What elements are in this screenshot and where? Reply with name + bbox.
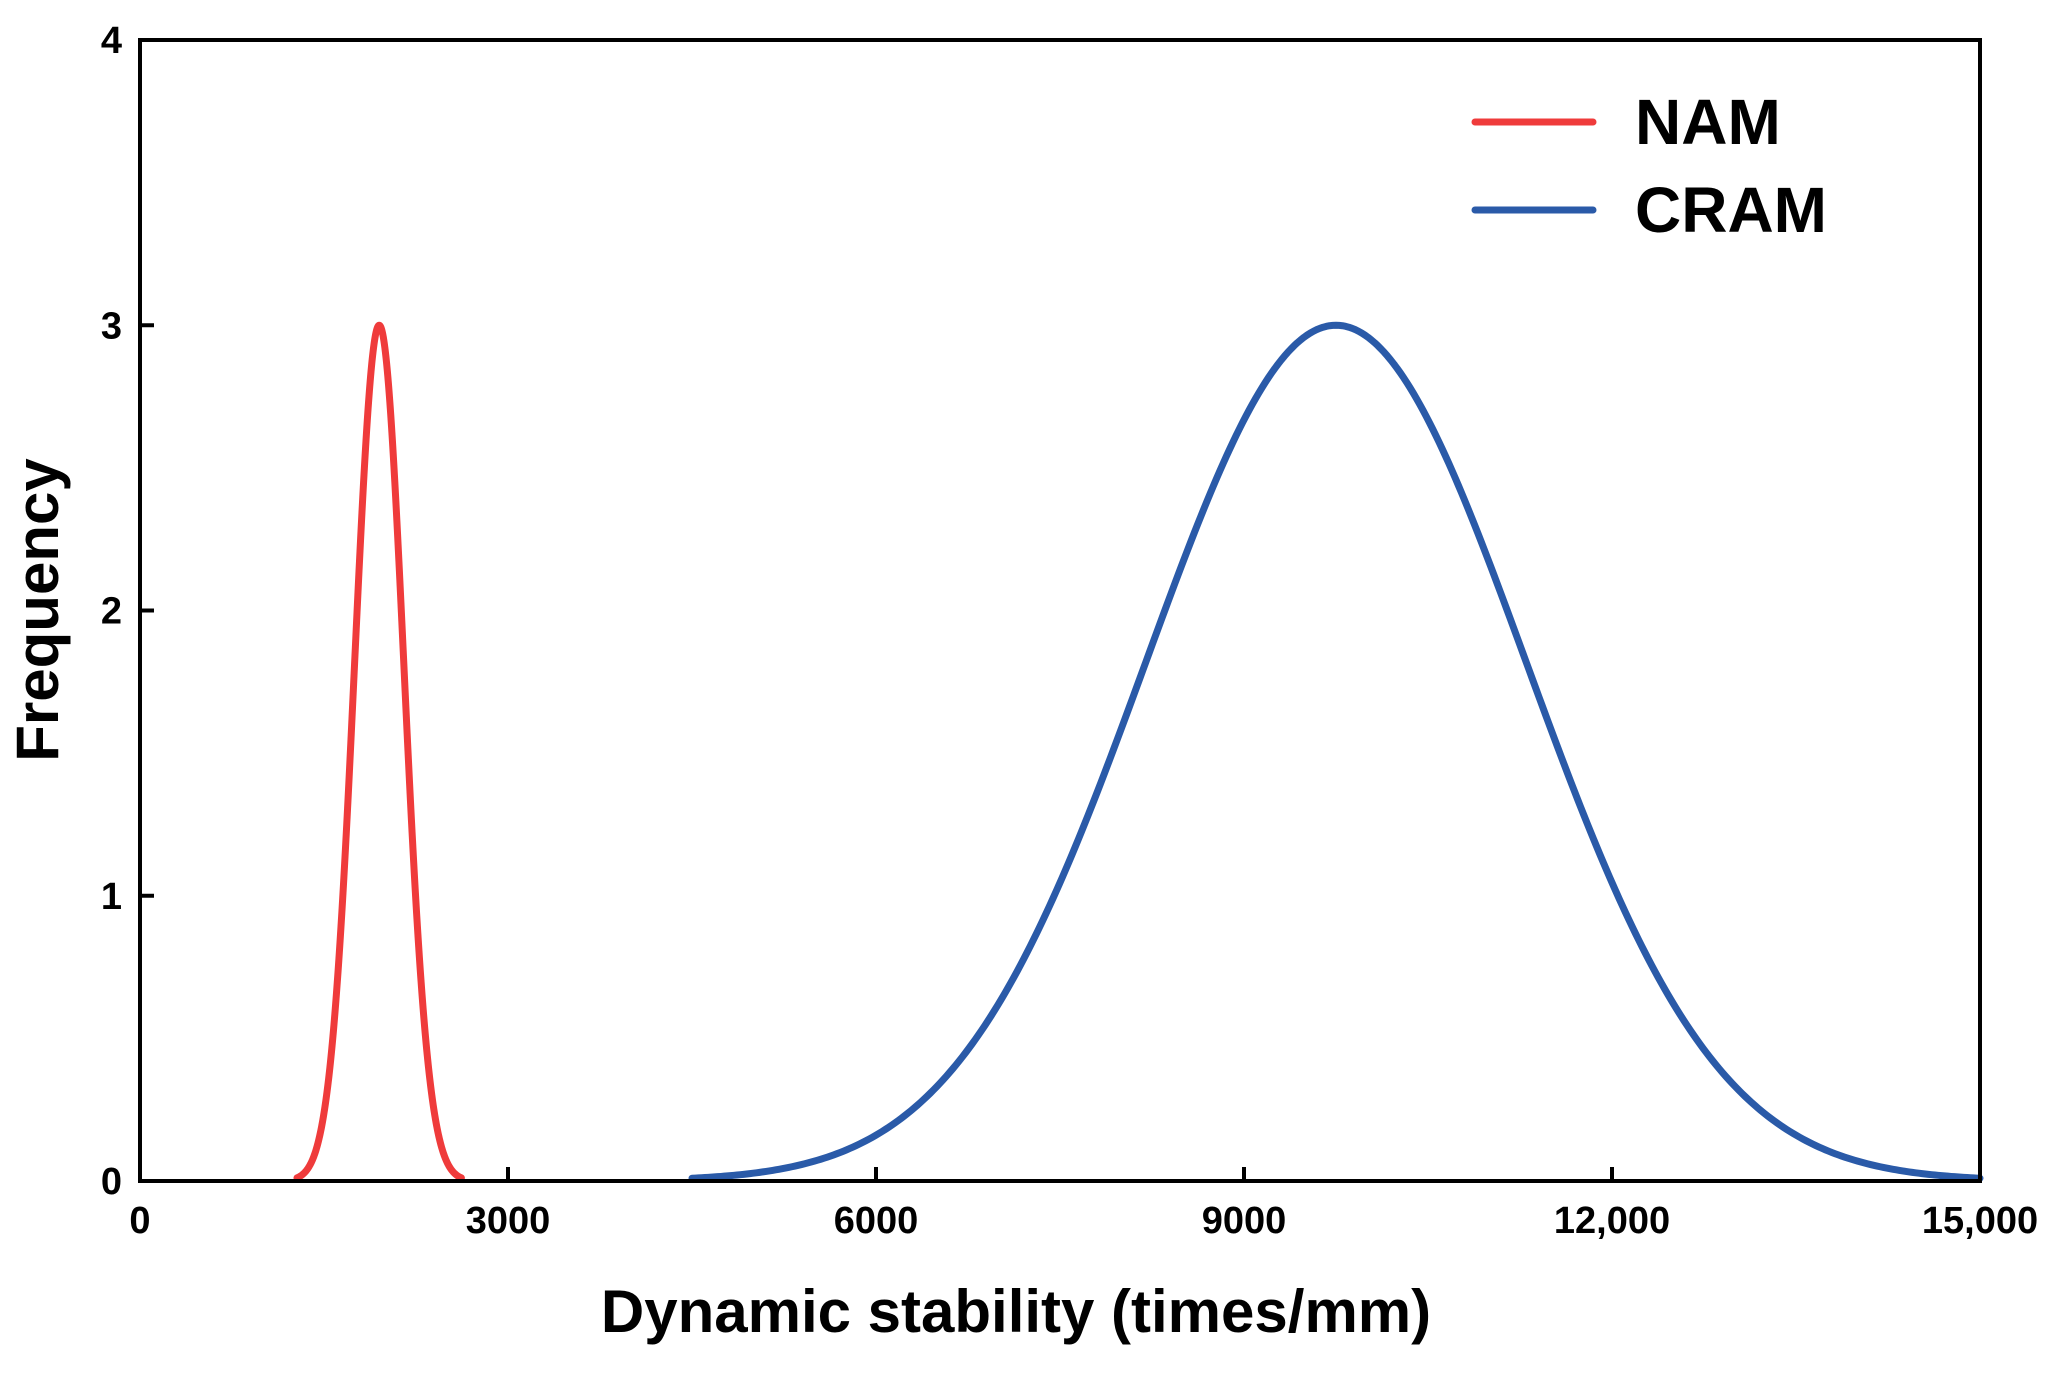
legend-label-nam: NAM bbox=[1635, 86, 1781, 158]
legend-label-cram: CRAM bbox=[1635, 174, 1827, 246]
x-tick-label: 0 bbox=[129, 1200, 150, 1242]
y-tick-label: 0 bbox=[101, 1161, 122, 1203]
x-tick-label: 6000 bbox=[834, 1200, 919, 1242]
curves-layer bbox=[293, 321, 1984, 1182]
x-tick-label: 12,000 bbox=[1554, 1200, 1670, 1242]
series-line-nam bbox=[293, 321, 465, 1182]
legend: NAM CRAM bbox=[1471, 86, 1827, 246]
y-tick-label: 2 bbox=[101, 591, 122, 633]
y-tick-label: 3 bbox=[101, 305, 122, 347]
y-axis-title: Frequency bbox=[4, 458, 71, 762]
x-tick-label: 9000 bbox=[1202, 1200, 1287, 1242]
y-tick-label: 1 bbox=[101, 876, 122, 918]
x-axis-title: Dynamic stability (times/mm) bbox=[601, 1278, 1431, 1345]
x-tick-label: 3000 bbox=[466, 1200, 551, 1242]
y-axis: 0 1 2 3 4 bbox=[101, 20, 154, 1203]
series-line-cram bbox=[688, 321, 1984, 1182]
x-tick-label: 15,000 bbox=[1922, 1200, 2038, 1242]
x-axis: 0 3000 6000 9000 12,000 15,000 bbox=[129, 1167, 2038, 1242]
y-tick-label: 4 bbox=[101, 20, 122, 62]
